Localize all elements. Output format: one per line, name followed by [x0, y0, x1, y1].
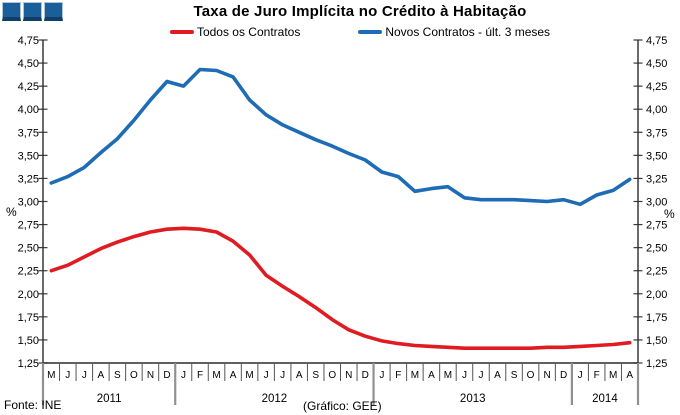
month-label: F: [594, 370, 600, 381]
y-tick-label-left: 4,50: [18, 58, 39, 70]
month-label: M: [411, 370, 419, 381]
month-label: M: [245, 370, 253, 381]
month-label: S: [511, 370, 518, 381]
y-tick-label-right: 4,00: [646, 104, 667, 116]
y-axis-unit-right: %: [664, 207, 675, 221]
month-label: A: [428, 370, 435, 381]
month-label: J: [82, 370, 87, 381]
logo-square: [2, 2, 21, 21]
month-label: S: [312, 370, 319, 381]
y-tick-label-right: 4,75: [646, 35, 667, 47]
month-label: A: [494, 370, 501, 381]
month-label: O: [130, 370, 138, 381]
month-label: F: [197, 370, 203, 381]
chart-legend: Todos os Contratos Novos Contratos - últ…: [40, 25, 680, 39]
y-tick-label-left: 4,75: [18, 35, 39, 47]
month-label: S: [114, 370, 121, 381]
y-tick-label-left: 1,75: [18, 312, 39, 324]
y-tick-label-left: 4,25: [18, 81, 39, 93]
y-tick-label-right: 2,50: [646, 243, 667, 255]
series-line-todos-os-contratos: [49, 226, 632, 351]
month-label: M: [47, 370, 55, 381]
y-tick-label-right: 4,50: [646, 58, 667, 70]
month-label: N: [345, 370, 352, 381]
y-tick-label-left: 2,50: [18, 243, 39, 255]
year-label: 2013: [460, 393, 486, 405]
logo-square: [23, 2, 42, 21]
month-label: J: [462, 370, 467, 381]
month-label: J: [379, 370, 384, 381]
source-note: Fonte: INE: [4, 398, 62, 412]
month-label: A: [626, 370, 633, 381]
y-tick-label-right: 3,75: [646, 127, 667, 139]
y-axis-unit-left: %: [6, 205, 17, 219]
y-tick-label-right: 1,75: [646, 312, 667, 324]
month-label: D: [560, 370, 567, 381]
series-line-novos-contratos-lt-3-meses: [49, 67, 632, 207]
y-tick-label-right: 1,25: [646, 358, 667, 370]
legend-item-novos-contratos: Novos Contratos - últ. 3 meses: [358, 25, 550, 39]
y-tick-label-right: 4,25: [646, 81, 667, 93]
y-tick-label-left: 3,00: [18, 197, 39, 209]
y-tick-label-right: 2,75: [646, 220, 667, 232]
y-tick-label-left: 4,00: [18, 104, 39, 116]
month-label: A: [230, 370, 237, 381]
month-label: O: [527, 370, 535, 381]
legend-label: Todos os Contratos: [196, 25, 301, 39]
logo-squares: [2, 2, 63, 21]
logo-square: [44, 2, 63, 21]
legend-swatch-blue-line: [358, 30, 383, 34]
y-tick-label-right: 2,25: [646, 266, 667, 278]
month-label: J: [578, 370, 583, 381]
year-label: 2014: [592, 393, 618, 405]
y-tick-label-left: 1,50: [18, 335, 39, 347]
chart-title: Taxa de Juro Implícita no Crédito à Habi…: [193, 3, 527, 20]
y-tick-label-left: 2,75: [18, 220, 39, 232]
y-tick-label-right: 3,25: [646, 173, 667, 185]
y-tick-label-left: 3,25: [18, 173, 39, 185]
month-label: N: [147, 370, 154, 381]
month-label: A: [98, 370, 105, 381]
y-tick-label-right: 2,00: [646, 289, 667, 301]
month-label: J: [65, 370, 70, 381]
y-tick-label-left: 2,25: [18, 266, 39, 278]
legend-swatch-red-line: [169, 30, 194, 34]
y-tick-label-right: 3,50: [646, 150, 667, 162]
y-tick-label-right: 3,00: [646, 197, 667, 209]
month-label: A: [296, 370, 303, 381]
y-tick-label-left: 1,25: [18, 358, 39, 370]
legend-item-todos-os-contratos: Todos os Contratos: [169, 25, 301, 39]
month-label: M: [212, 370, 220, 381]
month-label: F: [395, 370, 401, 381]
year-label: 2012: [262, 393, 288, 405]
y-tick-label-left: 3,50: [18, 150, 39, 162]
month-label: J: [478, 370, 483, 381]
month-label: J: [264, 370, 269, 381]
month-label: O: [328, 370, 336, 381]
month-label: M: [609, 370, 617, 381]
month-label: J: [181, 370, 186, 381]
y-tick-label-left: 2,00: [18, 289, 39, 301]
month-label: N: [543, 370, 550, 381]
month-label: J: [280, 370, 285, 381]
y-tick-label-right: 1,50: [646, 335, 667, 347]
year-label: 2011: [97, 393, 122, 405]
y-tick-label-left: 3,75: [18, 127, 39, 139]
month-label: D: [362, 370, 369, 381]
legend-label: Novos Contratos - últ. 3 meses: [385, 25, 551, 39]
month-label: D: [163, 370, 170, 381]
credit-note: (Gráfico: GEE): [303, 399, 382, 413]
month-label: M: [444, 370, 452, 381]
